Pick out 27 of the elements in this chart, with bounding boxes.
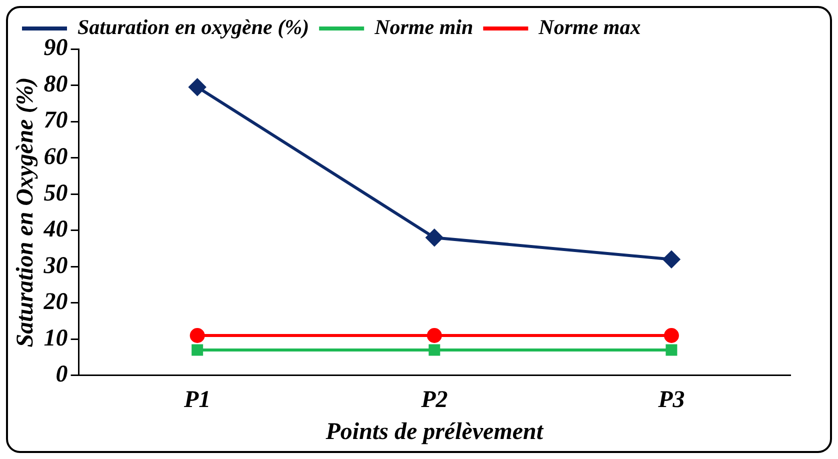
y-tick-label: 70 [44, 108, 68, 134]
y-tick-label: 10 [44, 325, 68, 352]
point [426, 229, 443, 246]
legend-label: Norme max [538, 14, 641, 39]
y-tick-label: 0 [56, 362, 68, 388]
point [428, 344, 440, 356]
y-tick-label: 20 [42, 289, 68, 316]
y-tick-label: 80 [44, 71, 68, 98]
y-tick-label: 50 [44, 180, 68, 206]
legend-label: Saturation en oxygène (%) [78, 14, 310, 39]
legend-label: Norme min [374, 14, 474, 39]
point [666, 344, 678, 356]
x-tick-label: P3 [657, 387, 685, 414]
point [192, 344, 204, 356]
point [662, 250, 680, 268]
y-tick-label: 60 [44, 144, 68, 170]
x-tick-label: P1 [182, 387, 211, 414]
y-tick-label: 90 [44, 35, 68, 62]
y-axis-title: Saturation en Oxygène (%) [12, 77, 39, 348]
point [664, 328, 679, 344]
y-tick-label: 30 [42, 252, 68, 279]
point [188, 78, 206, 96]
point [190, 328, 205, 344]
x-tick-label: P2 [420, 387, 448, 414]
point [426, 328, 442, 344]
y-tick-label: 40 [42, 216, 68, 243]
x-axis-title: Points de prélèvement [324, 418, 544, 445]
